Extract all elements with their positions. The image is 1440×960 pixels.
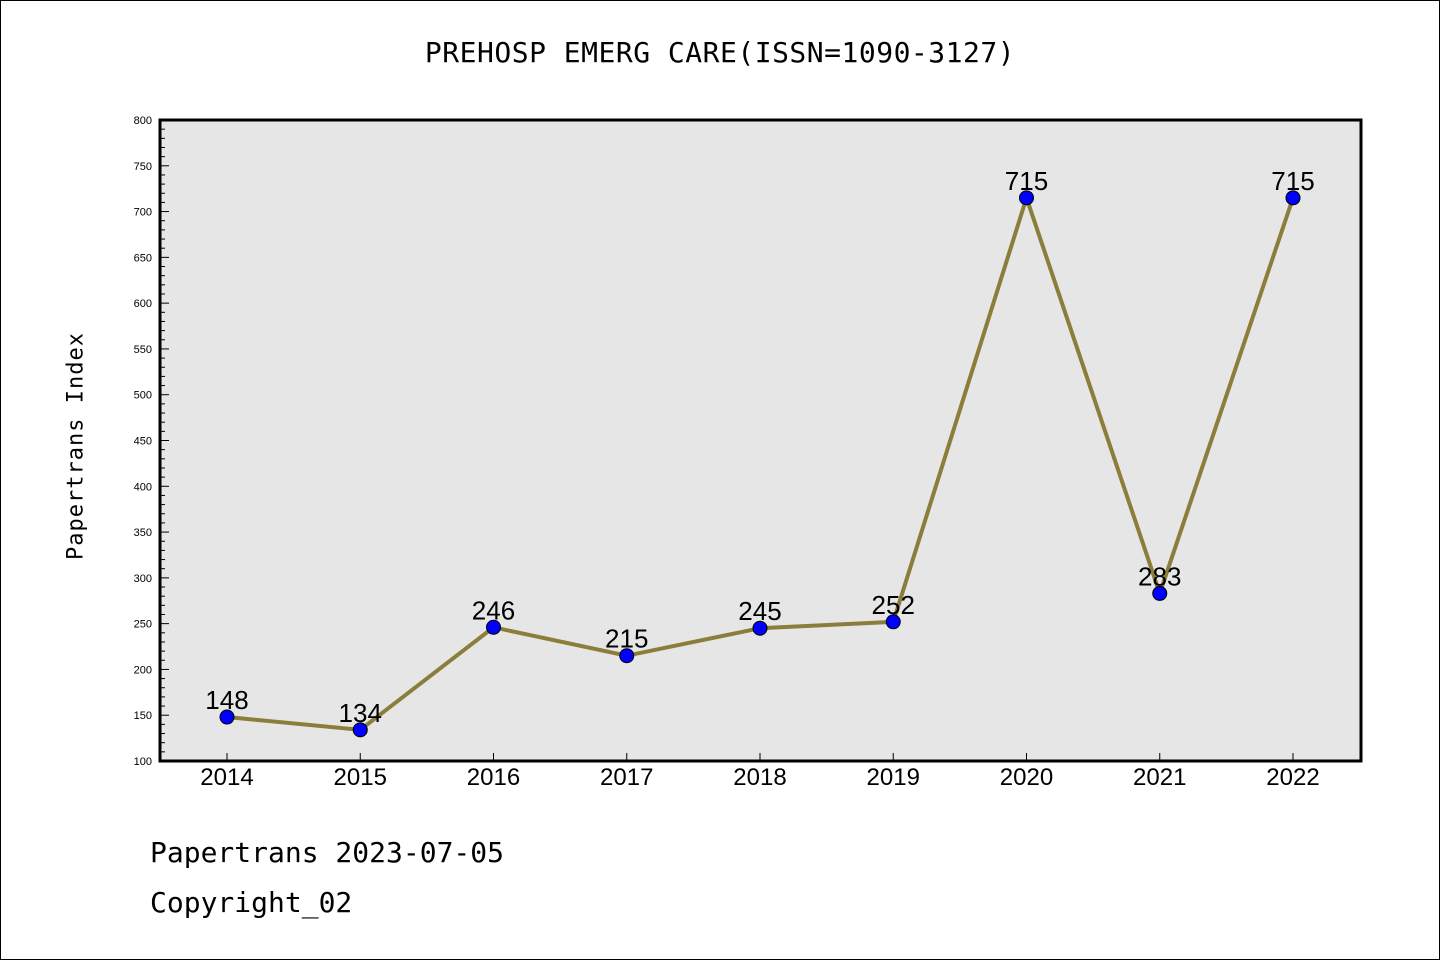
- x-axis: 2014 2015 2016 2017 2018 2019 2020 2021 2022: [200, 753, 1320, 791]
- data-label: 252: [872, 590, 915, 620]
- y-tick-label: 100: [134, 756, 152, 768]
- data-points: [219, 190, 1301, 738]
- y-tick-label: 350: [134, 527, 152, 539]
- x-tick-label: 2020: [1000, 764, 1053, 791]
- data-label: 283: [1138, 561, 1181, 591]
- data-label: 245: [738, 596, 781, 626]
- y-tick-label: 800: [134, 115, 152, 127]
- y-tick-label: 300: [134, 573, 152, 585]
- y-tick-label: 250: [134, 619, 152, 631]
- y-tick-label: 700: [134, 207, 152, 219]
- y-tick-label: 150: [134, 710, 152, 722]
- y-tick-label: 600: [134, 298, 152, 310]
- x-tick-label: 2016: [467, 764, 520, 791]
- y-tick-label: 500: [134, 390, 152, 402]
- x-tick-label: 2014: [200, 764, 253, 791]
- x-tick-label: 2015: [334, 764, 387, 791]
- x-tick-label: 2017: [600, 764, 653, 791]
- y-axis: 100 150 200 250 300 350 400 450 500 550 600 650 700 7…: [134, 115, 169, 768]
- data-point: [352, 722, 368, 738]
- x-tick-label: 2021: [1133, 764, 1186, 791]
- data-label: 715: [1271, 166, 1314, 196]
- y-tick-label: 650: [134, 252, 152, 264]
- data-point: [752, 620, 768, 636]
- x-tick-label: 2022: [1266, 764, 1319, 791]
- data-point: [1285, 190, 1301, 206]
- y-tick-label: 200: [134, 664, 152, 676]
- footer-copyright: Copyright_02: [150, 886, 353, 919]
- data-label: 134: [339, 698, 382, 728]
- y-tick-label: 550: [134, 344, 152, 356]
- data-labels: 148 134 246 215 245 252 715 283 715: [205, 166, 1314, 728]
- data-point: [619, 648, 635, 664]
- data-point: [885, 614, 901, 630]
- data-label: 215: [605, 624, 648, 654]
- data-point: [1152, 585, 1168, 601]
- chart-title: PREHOSP EMERG CARE(ISSN=1090-3127): [424, 36, 1016, 69]
- x-tick-label: 2018: [733, 764, 786, 791]
- data-label: 246: [472, 595, 515, 625]
- plot-area: [160, 120, 1361, 761]
- data-label: 148: [205, 685, 248, 715]
- data-point: [219, 709, 235, 725]
- y-tick-label: 750: [134, 161, 152, 173]
- plot-border: [158, 118, 1363, 763]
- data-label: 715: [1005, 166, 1048, 196]
- data-point: [486, 619, 501, 635]
- x-tick-label: 2019: [867, 764, 920, 791]
- footer-date: Papertrans 2023-07-05: [150, 836, 505, 869]
- y-tick-label: 450: [134, 436, 152, 448]
- data-point: [1019, 190, 1034, 206]
- y-tick-label: 400: [134, 481, 152, 493]
